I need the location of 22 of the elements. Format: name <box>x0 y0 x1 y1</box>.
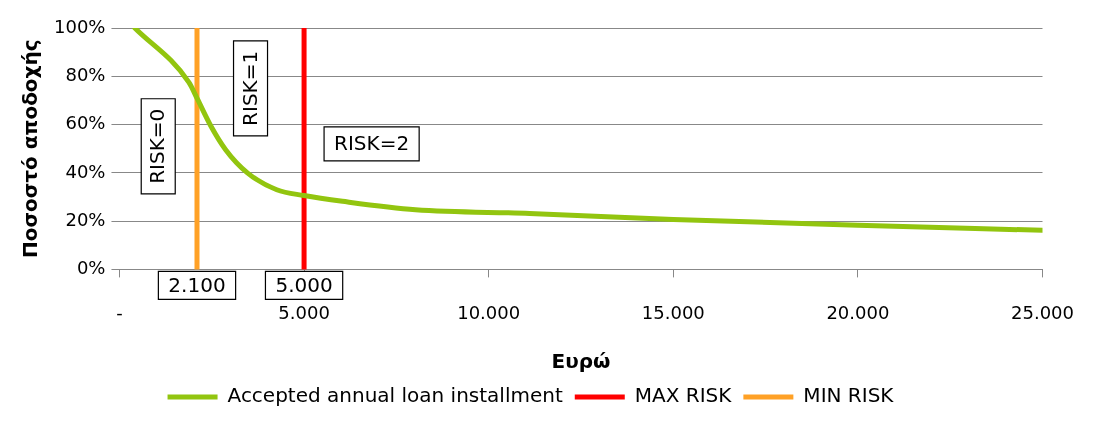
annotation: 2.100 <box>168 272 226 297</box>
x-tick-label: 5.000 <box>278 301 330 323</box>
x-tick-label: - <box>116 301 123 323</box>
y-tick-label: 20% <box>65 208 106 230</box>
annotation: RISK=2 <box>334 131 410 156</box>
y-tick-label: 60% <box>65 112 106 134</box>
x-axis-title: Ευρώ <box>551 349 611 374</box>
annotation: RISK=1 <box>237 50 262 126</box>
y-tick-label: 40% <box>65 160 106 182</box>
y-tick-label: 0% <box>76 257 106 279</box>
x-tick-label: 25.000 <box>1011 301 1074 323</box>
legend-label: MAX RISK <box>634 383 733 408</box>
x-tick-label: 20.000 <box>826 301 890 323</box>
annotation: RISK=0 <box>145 108 170 184</box>
y-tick-label: 100% <box>53 15 106 37</box>
legend-label: Accepted annual loan installment <box>227 383 563 408</box>
y-tick-label: 80% <box>65 63 106 85</box>
annotation: 5.000 <box>275 272 333 297</box>
legend-label: MIN RISK <box>803 383 895 408</box>
x-tick-label: 10.000 <box>457 301 521 323</box>
x-tick-label: 15.000 <box>641 301 705 323</box>
y-axis-title: Ποσοστό αποδοχής <box>18 39 43 259</box>
